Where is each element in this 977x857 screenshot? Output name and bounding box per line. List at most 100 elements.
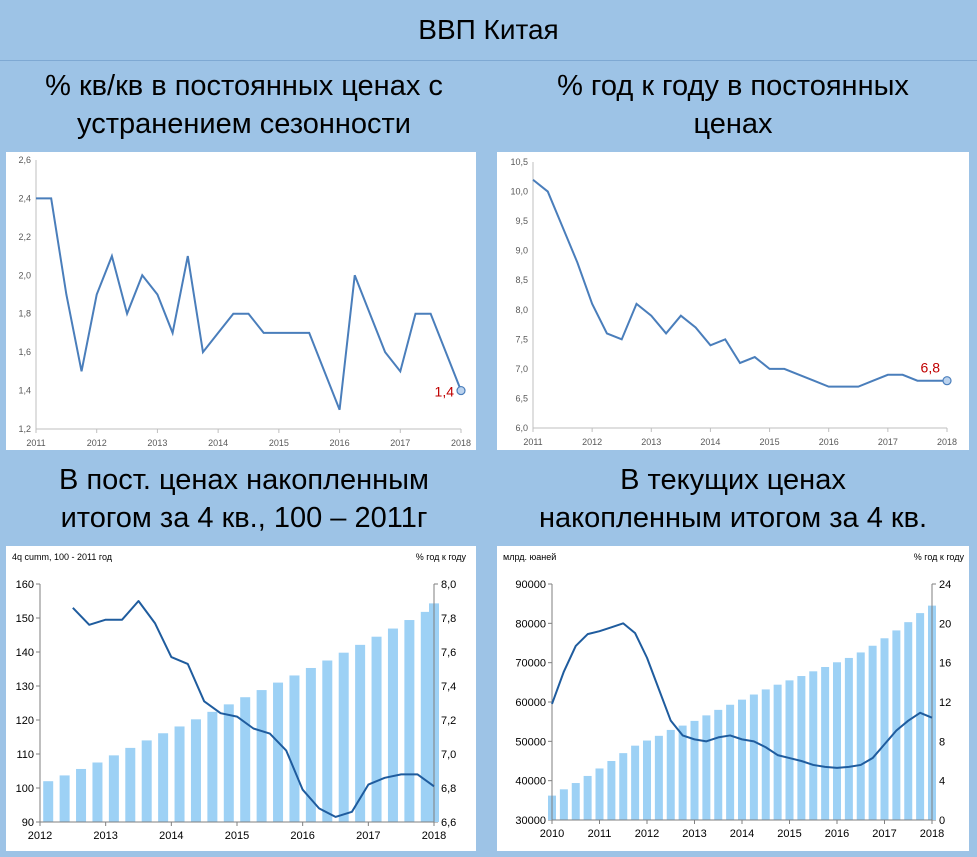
c3-bar <box>240 697 251 822</box>
c2-last-point-marker <box>942 376 952 386</box>
c3-y2-tick-label: 7,4 <box>441 681 456 693</box>
chart4-header-line2: накопленным итогом за 4 кв. <box>538 502 928 534</box>
c3-y2-tick-label: 7,6 <box>441 647 456 659</box>
chart3-panel: 4q cumm, 100 - 2011 год % год к году 160 15… <box>6 546 476 851</box>
c4-x-tick-label: 2012 <box>635 828 659 840</box>
c3-bar <box>174 726 185 822</box>
c3-bar <box>92 762 103 822</box>
c3-y2-tick-label: 6,8 <box>441 783 456 795</box>
c3-bar <box>141 740 152 822</box>
chart3-header: В пост. ценах накопленным итогом за 4 кв… <box>0 455 488 543</box>
c2-x-tick-label: 2018 <box>937 437 957 447</box>
chart4-cumulative-current-svg: млрд. юаней % год к году 90000 80000 70000 60… <box>503 552 965 840</box>
c3-y-tick-label: 150 <box>16 613 34 625</box>
c3-chart-title: 4q cumm, 100 - 2011 год <box>12 552 113 562</box>
c4-x-tick-label: 2018 <box>920 828 944 840</box>
c4-y-tick-label: 40000 <box>515 776 546 788</box>
c2-x-tick-label: 2012 <box>582 437 602 447</box>
c2-x-tick-label: 2011 <box>523 437 542 447</box>
c2-series-line <box>532 178 947 388</box>
c3-x-tick-label: 2012 <box>28 830 52 842</box>
c4-bar <box>749 694 758 820</box>
c3-bar <box>387 628 398 822</box>
c3-x-tick-label: 2016 <box>290 830 314 842</box>
c4-yoy-line <box>551 622 933 769</box>
c4-bar <box>809 671 818 820</box>
c1-x-tick-label: 2018 <box>451 438 471 448</box>
c3-x-tick-label: 2014 <box>159 830 183 842</box>
chart4-header-line1: В текущих ценах <box>620 464 846 496</box>
c3-y2-tick-label: 7,8 <box>441 613 456 625</box>
c4-chart-title: млрд. юаней <box>503 552 556 562</box>
c3-bar <box>76 768 87 822</box>
c1-y-tick-label: 1,4 <box>18 386 31 396</box>
c3-bar <box>43 781 54 822</box>
c4-bar <box>726 704 735 820</box>
chart2-yoy-svg: 10,5 10,0 9,5 9,0 8,5 8,0 7,5 7,0 6,5 6,0 2011 2012… <box>510 157 957 447</box>
c4-bar <box>844 657 853 820</box>
c3-y2-tick-label: 7,2 <box>441 715 456 727</box>
c4-y2-tick-label: 8 <box>939 736 945 748</box>
c3-y2-tick-label: 7,0 <box>441 749 456 761</box>
c4-x-tick-label: 2015 <box>777 828 801 840</box>
c4-x-tick-label: 2011 <box>588 828 612 840</box>
c3-yoy-line <box>72 600 435 818</box>
c4-bar <box>738 699 746 820</box>
chart1-header-line1: % кв/кв в постоянных ценах с <box>45 70 443 102</box>
c1-x-tick-label: 2012 <box>87 438 107 448</box>
c4-x-tick-label: 2013 <box>682 828 706 840</box>
c4-bar <box>916 613 925 820</box>
c4-bar <box>761 689 770 820</box>
c1-y-tick-label: 1,2 <box>18 424 31 434</box>
c1-x-tick-label: 2015 <box>269 438 289 448</box>
c2-x-tick-label: 2014 <box>700 437 720 447</box>
c3-y2-tick-label: 6,6 <box>441 817 456 829</box>
c4-y-tick-label: 80000 <box>515 618 546 630</box>
c2-y-tick-label: 8,5 <box>515 275 528 285</box>
c1-x-tick-label: 2016 <box>330 438 350 448</box>
c1-y-tick-label: 2,6 <box>18 155 31 165</box>
c4-bar <box>868 645 877 820</box>
c3-bar <box>322 660 333 822</box>
c3-x-tick-label: 2013 <box>93 830 117 842</box>
c3-bar <box>289 675 300 822</box>
c4-y2-tick-label: 0 <box>939 815 945 827</box>
c1-last-value-label: 1,4 <box>435 384 455 400</box>
c4-bar <box>773 684 782 820</box>
chart4-panel: млрд. юаней % год к году 90000 80000 70000 60… <box>497 546 969 851</box>
c3-bar <box>125 747 136 822</box>
c4-y-tick-label: 90000 <box>515 579 546 591</box>
c2-y-tick-label: 7,5 <box>515 334 528 344</box>
c4-bar <box>833 662 841 820</box>
c4-y2-tick-label: 24 <box>939 579 951 591</box>
chart3-header-line2: итогом за 4 кв., 100 – 2011г <box>60 502 428 534</box>
c4-x-tick-label: 2014 <box>730 828 754 840</box>
c2-y-tick-label: 10,0 <box>510 187 528 197</box>
c3-x-tick-label: 2015 <box>225 830 249 842</box>
c1-x-tick-label: 2017 <box>390 438 410 448</box>
chart1-qoq-svg: 2,6 2,4 2,2 2,0 1,8 1,6 1,4 1,2 2011 2012 2013 2014… <box>18 155 471 448</box>
c1-y-tick-label: 1,8 <box>18 309 31 319</box>
c4-bar <box>678 725 687 820</box>
c4-bar <box>690 720 699 820</box>
c1-y-tick-label: 2,4 <box>18 193 31 203</box>
c3-right-axis-title: % год к году <box>416 552 467 562</box>
c4-bar <box>619 753 628 820</box>
c3-bar <box>420 611 431 822</box>
c3-bar <box>59 775 70 822</box>
c3-y-tick-label: 120 <box>16 715 34 727</box>
c4-bar <box>559 789 568 820</box>
c4-bar <box>643 740 651 820</box>
chart1-header: % кв/кв в постоянных ценах с устранением… <box>0 61 488 149</box>
c4-x-tick-label: 2017 <box>872 828 896 840</box>
c2-x-tick-label: 2016 <box>819 437 839 447</box>
chart1-panel: 2,6 2,4 2,2 2,0 1,8 1,6 1,4 1,2 2011 2012 2013 2014… <box>6 152 476 450</box>
c3-bar <box>273 682 284 822</box>
chart3-header-line1: В пост. ценах накопленным <box>59 464 429 496</box>
c4-right-axis-title: % год к году <box>914 552 965 562</box>
c3-x-tick-label: 2017 <box>356 830 380 842</box>
c4-y2-tick-label: 4 <box>939 776 945 788</box>
c4-bar <box>856 652 865 820</box>
c3-bar <box>305 667 316 822</box>
c3-y-tick-label: 100 <box>16 783 34 795</box>
